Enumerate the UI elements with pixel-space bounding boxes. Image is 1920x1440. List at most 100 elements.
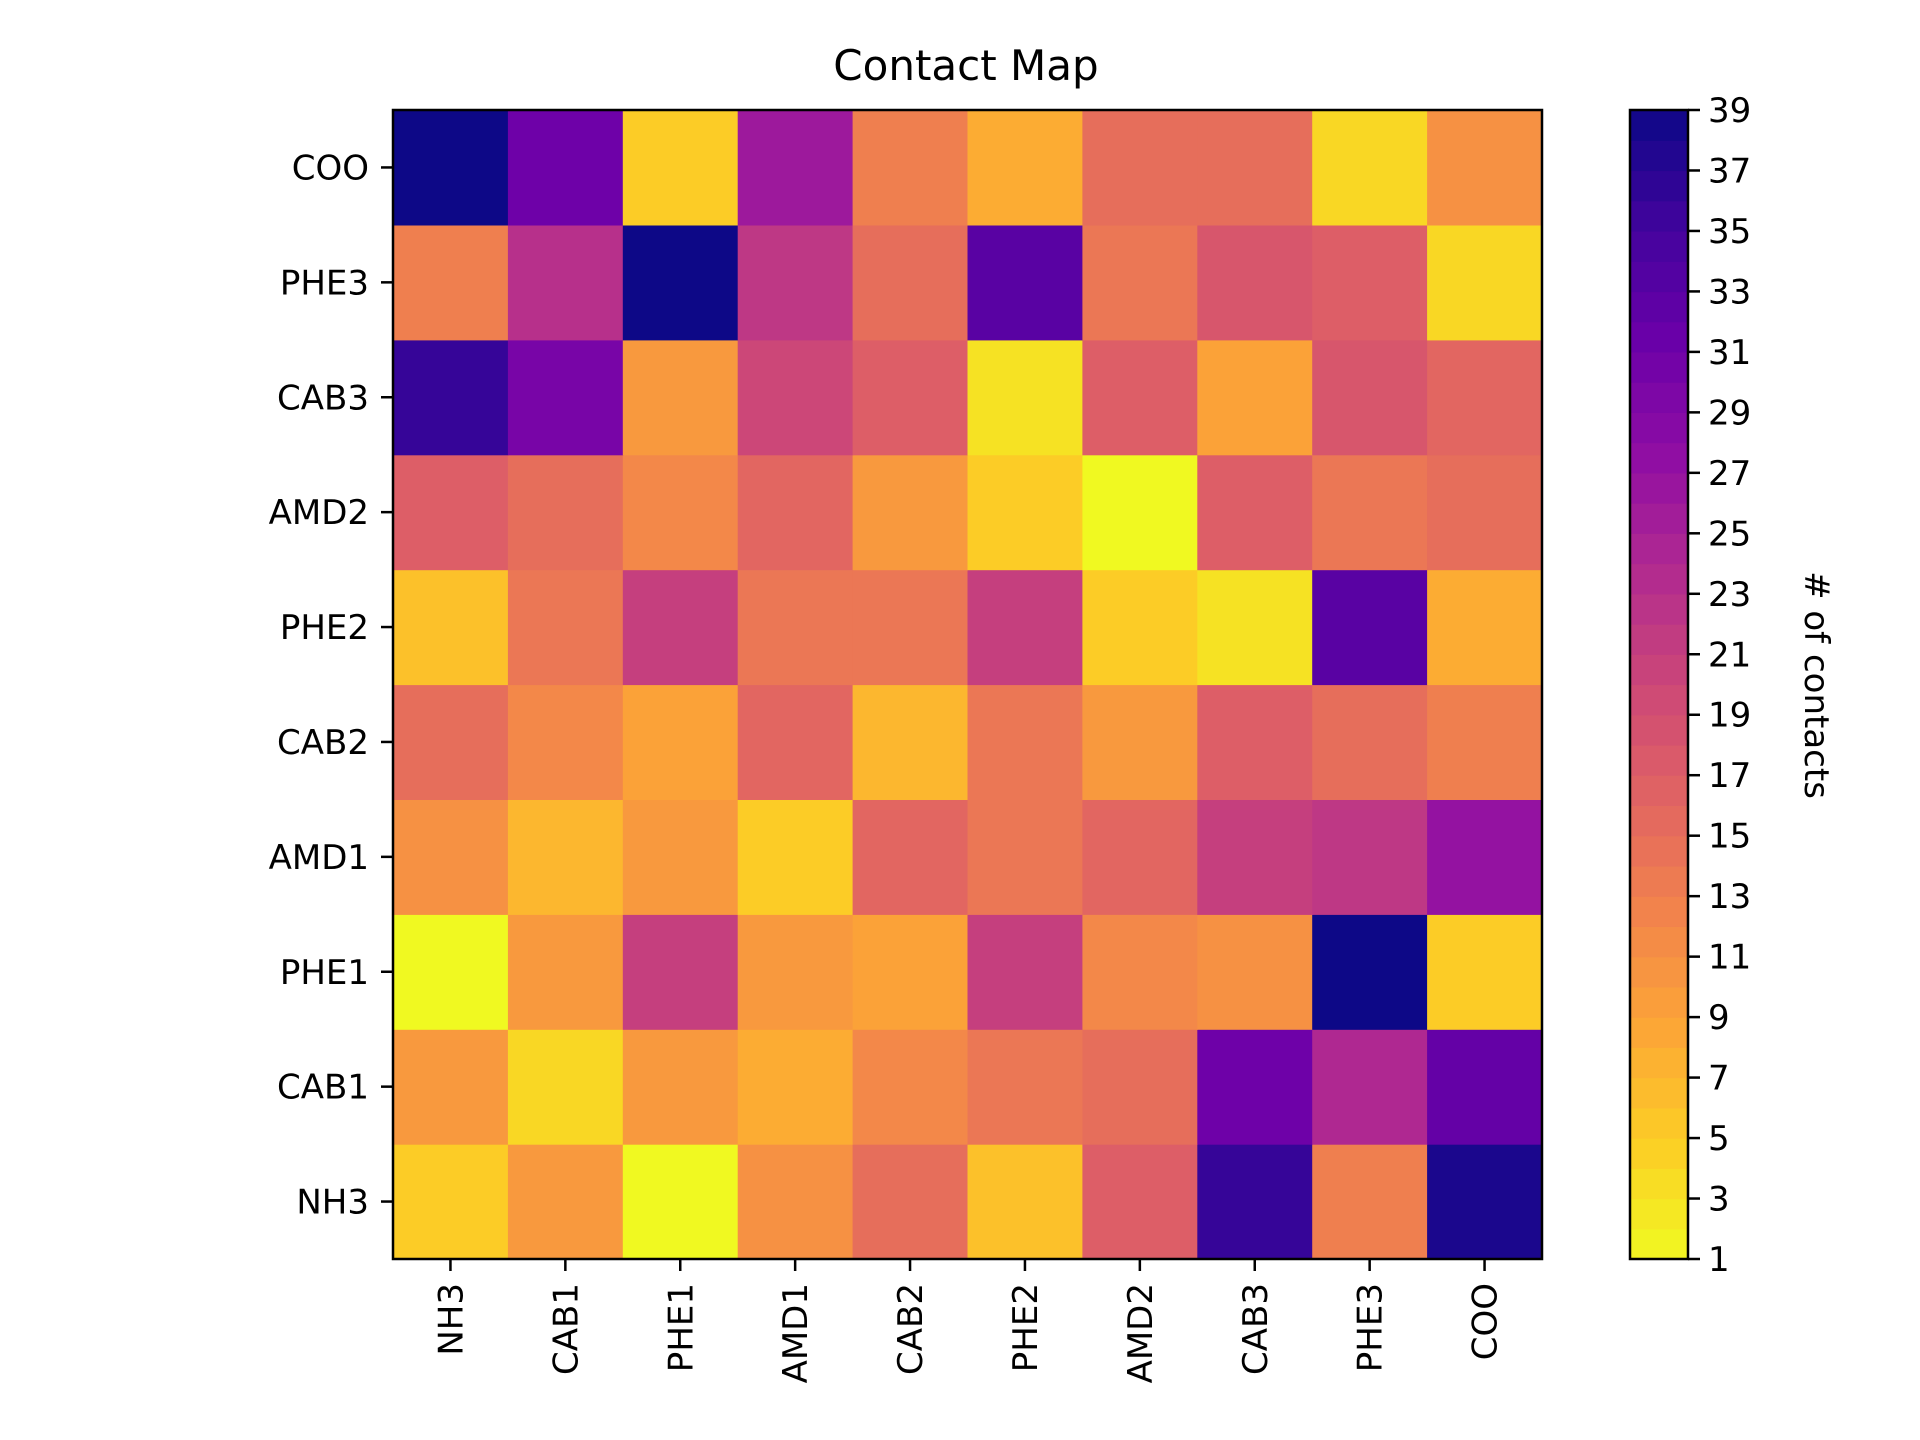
heatmap-cell (622, 569, 739, 686)
heatmap-cell (1427, 799, 1543, 915)
heatmap-cell (852, 454, 969, 571)
heatmap-cell (622, 1029, 739, 1145)
heatmap-cell (967, 914, 1083, 1030)
heatmap-cell (1082, 339, 1198, 456)
heatmap-cell (1312, 684, 1428, 800)
heatmap-cell (737, 914, 854, 1030)
colorbar-label: # of contacts (1796, 571, 1836, 799)
heatmap-cell (1082, 110, 1198, 226)
colorbar-tick-label: 5 (1708, 1119, 1730, 1159)
heatmap-cell (1082, 1029, 1198, 1145)
heatmap-cell (622, 454, 739, 571)
colorbar-segment (1630, 533, 1688, 565)
x-tick-label: PHE3 (1351, 1283, 1391, 1372)
colorbar-segment (1630, 1077, 1688, 1109)
x-tick-label: PHE1 (661, 1283, 701, 1372)
heatmap-cell (622, 684, 739, 800)
heatmap-cell (737, 110, 854, 226)
heatmap-cell (1197, 339, 1313, 456)
heatmap-cell (1312, 569, 1428, 686)
heatmap-cell (852, 569, 969, 686)
heatmap-cell (852, 684, 969, 800)
x-tick-label: CAB1 (546, 1283, 586, 1375)
heatmap-frame (391, 108, 1544, 1261)
colorbar (1630, 110, 1688, 1260)
heatmap-cell (507, 569, 624, 686)
heatmap-cell (852, 1029, 969, 1145)
colorbar-tick-label: 39 (1708, 91, 1751, 131)
y-tick-label: PHE2 (280, 608, 369, 648)
colorbar-tick-label: 21 (1708, 635, 1751, 675)
colorbar-segment (1630, 321, 1688, 353)
colorbar-segment (1630, 744, 1688, 776)
colorbar-segment (1630, 1228, 1688, 1260)
heatmap-cell (393, 684, 509, 800)
heatmap-cell (852, 1144, 969, 1260)
heatmap-cell (967, 1144, 1083, 1260)
y-tick-label: NH3 (296, 1183, 369, 1223)
y-tick-label: CAB2 (277, 723, 369, 763)
colorbar-segment (1630, 563, 1688, 595)
colorbar-segment (1630, 170, 1688, 202)
colorbar-segment (1630, 865, 1688, 897)
colorbar-tick-label: 7 (1708, 1059, 1730, 1099)
colorbar-segment (1630, 896, 1688, 927)
colorbar-segment (1630, 291, 1688, 323)
heatmap-cell (1082, 224, 1198, 341)
colorbar-segment (1630, 140, 1688, 172)
colorbar-segment (1630, 926, 1688, 958)
heatmap-cell (393, 454, 509, 571)
colorbar-segment (1630, 230, 1688, 262)
heatmap-cell (507, 1144, 624, 1260)
heatmap-cell (507, 224, 624, 341)
heatmap-cell (1427, 569, 1543, 686)
colorbar-segment (1630, 684, 1688, 716)
colorbar-segment (1630, 624, 1688, 655)
colorbar-segment (1630, 503, 1688, 534)
heatmap-cell (622, 110, 739, 226)
heatmap-cell (1197, 1144, 1313, 1260)
heatmap-cell (1197, 454, 1313, 571)
y-tick-label: PHE3 (280, 263, 369, 303)
colorbar-segment (1630, 1047, 1688, 1079)
heatmap-cell (967, 110, 1083, 226)
colorbar-tick-label: 17 (1708, 756, 1751, 796)
heatmap-cell (393, 224, 509, 341)
heatmap-cell (393, 110, 509, 226)
heatmap-cell (507, 339, 624, 456)
x-tick-label: AMD2 (1121, 1283, 1161, 1383)
heatmap-cell (967, 1029, 1083, 1145)
heatmap-cell (967, 224, 1083, 341)
heatmap-cell (737, 224, 854, 341)
x-tick-label: AMD1 (776, 1283, 816, 1383)
y-tick-label: AMD1 (269, 838, 369, 878)
heatmap-cell (1427, 454, 1543, 571)
colorbar-tick-label: 3 (1708, 1180, 1730, 1220)
heatmap-cell (393, 1144, 509, 1260)
heatmap-cell (737, 1029, 854, 1145)
colorbar-segment (1630, 1107, 1688, 1139)
colorbar-segment (1630, 714, 1688, 746)
colorbar-tick-label: 13 (1708, 877, 1751, 917)
x-tick-label: COO (1466, 1283, 1506, 1360)
heatmap-cell (852, 224, 969, 341)
heatmap-cell (1082, 914, 1198, 1030)
heatmap-cell (1197, 914, 1313, 1030)
x-axis-ticks: NH3 CAB1 PHE1 AMD1 CAB2 PHE2 AMD2 CAB3 PHE3 COO (431, 1259, 1506, 1383)
heatmap-cell (1427, 684, 1543, 800)
colorbar-tick-label: 9 (1708, 998, 1730, 1038)
chart-title: Contact Map (833, 41, 1098, 90)
heatmap-cell (1312, 224, 1428, 341)
colorbar-tick-label: 15 (1708, 817, 1751, 857)
x-tick-label: CAB3 (1236, 1283, 1276, 1375)
heatmap-cell (1427, 914, 1543, 1030)
heatmap-cell (622, 799, 739, 915)
heatmap-cell (622, 1144, 739, 1260)
y-tick-label: COO (292, 148, 369, 188)
colorbar-tick-label: 27 (1708, 454, 1751, 494)
heatmap-cell (622, 224, 739, 341)
heatmap-cell (507, 799, 624, 915)
heatmap-cells (393, 110, 1543, 1260)
